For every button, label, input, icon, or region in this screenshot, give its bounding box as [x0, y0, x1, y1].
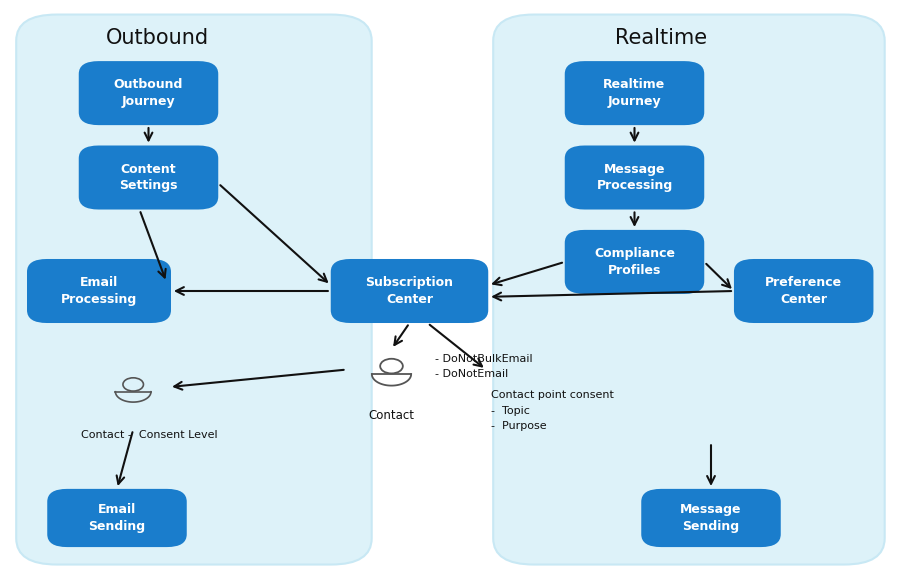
FancyBboxPatch shape	[641, 489, 781, 547]
FancyBboxPatch shape	[734, 259, 873, 323]
Text: Compliance
Profiles: Compliance Profiles	[594, 247, 675, 276]
Text: Realtime: Realtime	[616, 28, 707, 48]
FancyBboxPatch shape	[331, 259, 488, 323]
Text: Contact point consent
-  Topic
-  Purpose: Contact point consent - Topic - Purpose	[491, 390, 614, 431]
Text: Email
Processing: Email Processing	[61, 276, 137, 306]
Text: Content
Settings: Content Settings	[119, 163, 178, 192]
Text: Contact: Contact	[368, 409, 415, 421]
FancyBboxPatch shape	[16, 15, 372, 565]
FancyBboxPatch shape	[565, 230, 704, 294]
Text: Preference
Center: Preference Center	[765, 276, 842, 306]
FancyBboxPatch shape	[493, 15, 885, 565]
FancyBboxPatch shape	[27, 259, 171, 323]
Text: Subscription
Center: Subscription Center	[365, 276, 454, 306]
FancyBboxPatch shape	[565, 146, 704, 210]
FancyBboxPatch shape	[79, 146, 218, 210]
FancyBboxPatch shape	[565, 61, 704, 125]
Text: Message
Sending: Message Sending	[680, 503, 742, 533]
FancyBboxPatch shape	[48, 489, 187, 547]
Text: Contact -  Consent Level: Contact - Consent Level	[81, 430, 218, 439]
FancyBboxPatch shape	[79, 61, 218, 125]
Text: Outbound: Outbound	[106, 28, 209, 48]
Text: Outbound
Journey: Outbound Journey	[113, 79, 184, 108]
Text: - DoNotBulkEmail
- DoNotEmail: - DoNotBulkEmail - DoNotEmail	[435, 354, 532, 379]
Text: Realtime
Journey: Realtime Journey	[603, 79, 666, 108]
Text: Email
Sending: Email Sending	[88, 503, 146, 533]
Text: Message
Processing: Message Processing	[597, 163, 672, 192]
